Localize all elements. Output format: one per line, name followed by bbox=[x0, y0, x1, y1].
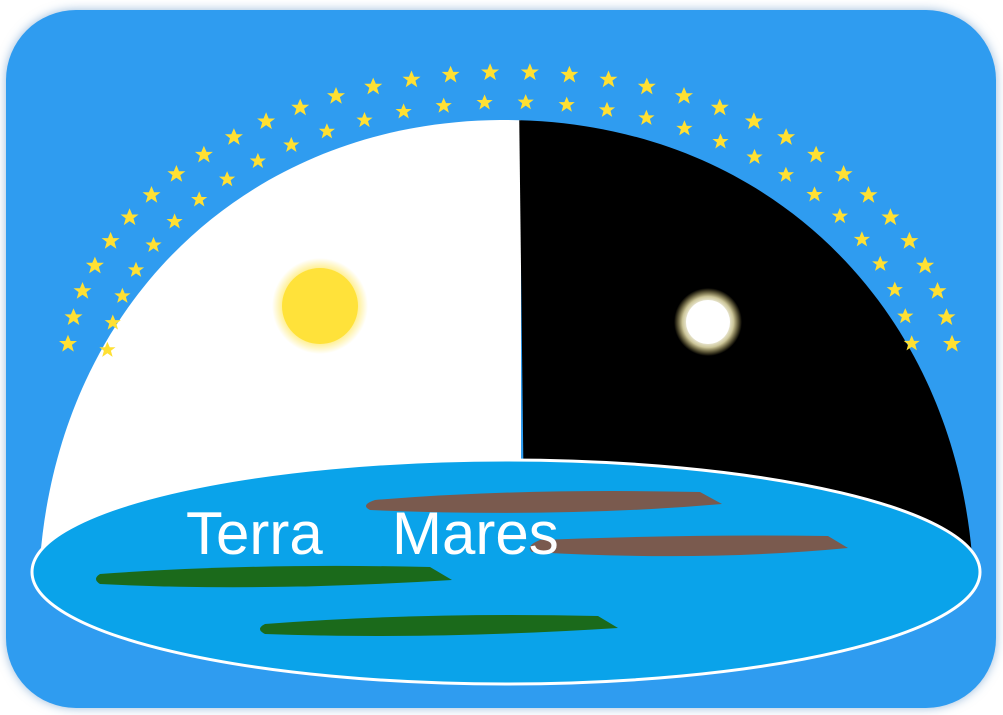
flat-earth-dome-illustration bbox=[30, 63, 982, 686]
star-icon bbox=[191, 191, 208, 207]
star-icon bbox=[166, 213, 183, 229]
star-icon bbox=[881, 208, 900, 226]
moon-icon bbox=[674, 288, 742, 356]
star-icon bbox=[676, 120, 693, 136]
star-icon bbox=[744, 112, 763, 130]
sun-icon bbox=[272, 258, 368, 354]
star-icon bbox=[283, 136, 300, 153]
star-icon bbox=[127, 261, 145, 277]
star-icon bbox=[859, 186, 878, 203]
green-land-bottom bbox=[260, 615, 618, 636]
brown-land-top bbox=[366, 491, 722, 513]
star-icon bbox=[59, 334, 77, 352]
star-icon bbox=[120, 208, 139, 226]
star-icon bbox=[364, 77, 383, 95]
star-icon bbox=[937, 308, 956, 325]
green-land-left bbox=[96, 565, 452, 588]
star-icon bbox=[402, 70, 421, 88]
star-icon bbox=[675, 87, 693, 104]
star-icon bbox=[897, 308, 914, 324]
star-icon bbox=[257, 112, 276, 130]
logo-tile: Terra Mares bbox=[6, 10, 996, 708]
brown-land-middle bbox=[529, 535, 848, 557]
star-icon bbox=[435, 97, 452, 113]
star-icon bbox=[517, 94, 534, 110]
star-icon bbox=[441, 65, 460, 83]
logo-word-mares: Mares bbox=[392, 500, 559, 567]
star-icon bbox=[142, 186, 161, 203]
star-icon bbox=[481, 63, 500, 81]
star-icon bbox=[114, 287, 131, 303]
star-icon bbox=[85, 256, 104, 274]
star-icon bbox=[558, 96, 575, 112]
star-icon bbox=[249, 152, 266, 169]
star-icon bbox=[560, 65, 579, 83]
star-icon bbox=[73, 282, 92, 299]
star-icon bbox=[145, 236, 162, 253]
star-icon bbox=[746, 148, 763, 165]
star-icon bbox=[886, 281, 903, 297]
star-icon bbox=[831, 208, 848, 224]
star-icon bbox=[712, 133, 729, 149]
star-icon bbox=[777, 166, 794, 182]
star-icon bbox=[327, 87, 345, 104]
star-icon bbox=[356, 112, 373, 128]
star-icon bbox=[194, 145, 213, 163]
star-icon bbox=[872, 255, 889, 271]
star-icon bbox=[637, 77, 656, 95]
star-icon bbox=[318, 123, 335, 139]
star-icon bbox=[853, 231, 870, 247]
star-icon bbox=[806, 186, 823, 202]
star-icon bbox=[101, 231, 120, 249]
star-icon bbox=[916, 256, 935, 274]
star-icon bbox=[476, 94, 493, 110]
star-icon bbox=[928, 282, 947, 299]
logo-word-terra: Terra bbox=[186, 500, 323, 567]
star-icon bbox=[777, 128, 796, 145]
star-icon bbox=[291, 98, 310, 116]
star-icon bbox=[710, 98, 729, 116]
star-icon bbox=[834, 165, 853, 182]
star-icon bbox=[900, 231, 919, 249]
star-icon bbox=[167, 165, 186, 182]
star-icon bbox=[219, 171, 236, 187]
star-icon bbox=[64, 308, 83, 325]
star-icon bbox=[598, 101, 616, 117]
star-icon bbox=[599, 70, 618, 88]
star-icon bbox=[638, 109, 655, 125]
star-icon bbox=[224, 128, 243, 145]
star-icon bbox=[520, 63, 539, 81]
star-icon bbox=[807, 145, 826, 163]
star-icon bbox=[395, 103, 412, 119]
star-icon bbox=[943, 334, 961, 352]
